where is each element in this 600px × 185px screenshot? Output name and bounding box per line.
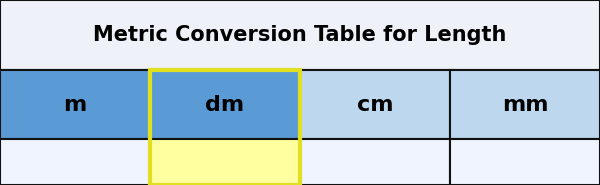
Text: cm: cm <box>357 95 393 115</box>
Bar <box>300 139 450 185</box>
Bar <box>150 139 300 185</box>
Bar <box>150 70 300 185</box>
Text: Metric Conversion Table for Length: Metric Conversion Table for Length <box>94 25 506 45</box>
Text: mm: mm <box>502 95 548 115</box>
Bar <box>0 0 600 70</box>
Bar <box>150 70 300 139</box>
Bar <box>450 139 600 185</box>
Bar <box>450 70 600 139</box>
Bar <box>300 70 450 139</box>
Text: dm: dm <box>205 95 245 115</box>
Bar <box>0 70 150 139</box>
Text: m: m <box>64 95 86 115</box>
Bar <box>0 139 150 185</box>
